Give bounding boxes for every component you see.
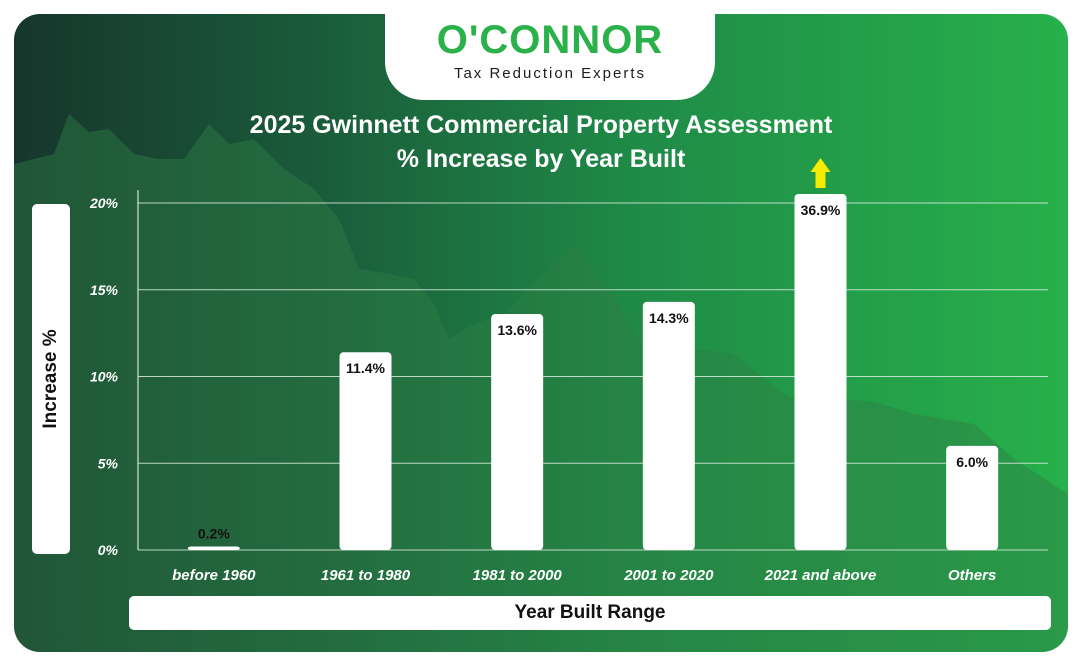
data-label: 6.0%	[956, 454, 988, 470]
bar	[642, 301, 695, 550]
y-tick-label: 5%	[98, 455, 119, 471]
chart-title-line-2: % Increase by Year Built	[396, 145, 686, 173]
data-label: 14.3%	[649, 310, 689, 326]
category-labels: before 1960 1961 to 1980 1981 to 2000 2001 …	[172, 567, 996, 584]
gridlines	[137, 190, 1048, 551]
chart-title: 2025 Gwinnett Commercial Property Assess…	[14, 108, 1068, 176]
logo-tagline: Tax Reduction Experts	[453, 65, 647, 82]
bar	[187, 546, 240, 550]
y-tick-label: 20%	[89, 195, 119, 211]
bar	[946, 445, 999, 550]
category-label: 2021 and above	[764, 567, 877, 584]
bar	[794, 194, 847, 550]
data-label: 0.2%	[198, 526, 230, 542]
category-label: Others	[948, 567, 996, 584]
logo-brand: O'CONNOR	[436, 18, 664, 62]
bars: 0.2% 11.4% 13.6% 14.3% 36.9% 6.0%	[187, 158, 999, 550]
data-label: 36.9%	[801, 202, 841, 218]
overflow-arrow-icon	[810, 158, 831, 188]
y-tick-label: 0%	[98, 542, 119, 558]
y-axis-label-box: Increase %	[32, 204, 70, 554]
bar	[491, 314, 544, 550]
data-label: 13.6%	[497, 322, 537, 338]
category-label: before 1960	[172, 567, 256, 584]
y-tick-label: 15%	[90, 282, 119, 298]
chart-title-line-1: 2025 Gwinnett Commercial Property Assess…	[249, 111, 833, 139]
y-tick-label: 10%	[90, 369, 119, 385]
y-tick-labels: 0% 5% 10% 15% 20%	[89, 195, 119, 558]
data-label: 11.4%	[346, 360, 385, 376]
category-label: 1961 to 1980	[321, 567, 411, 584]
bar-plot: 0% 5% 10% 15% 20% 0.2% 11.4% 13.6% 14.3% 36.9% 6.…	[89, 158, 1048, 584]
logo: O'CONNOR Tax Reduction Experts	[385, 14, 715, 100]
chart-card: O'CONNOR Tax Reduction Experts 2025 Gwin…	[14, 14, 1068, 652]
bar	[339, 352, 392, 550]
x-axis-label: Year Built Range	[129, 596, 1051, 630]
category-label: 1981 to 2000	[473, 567, 563, 584]
category-label: 2001 to 2020	[623, 567, 714, 584]
